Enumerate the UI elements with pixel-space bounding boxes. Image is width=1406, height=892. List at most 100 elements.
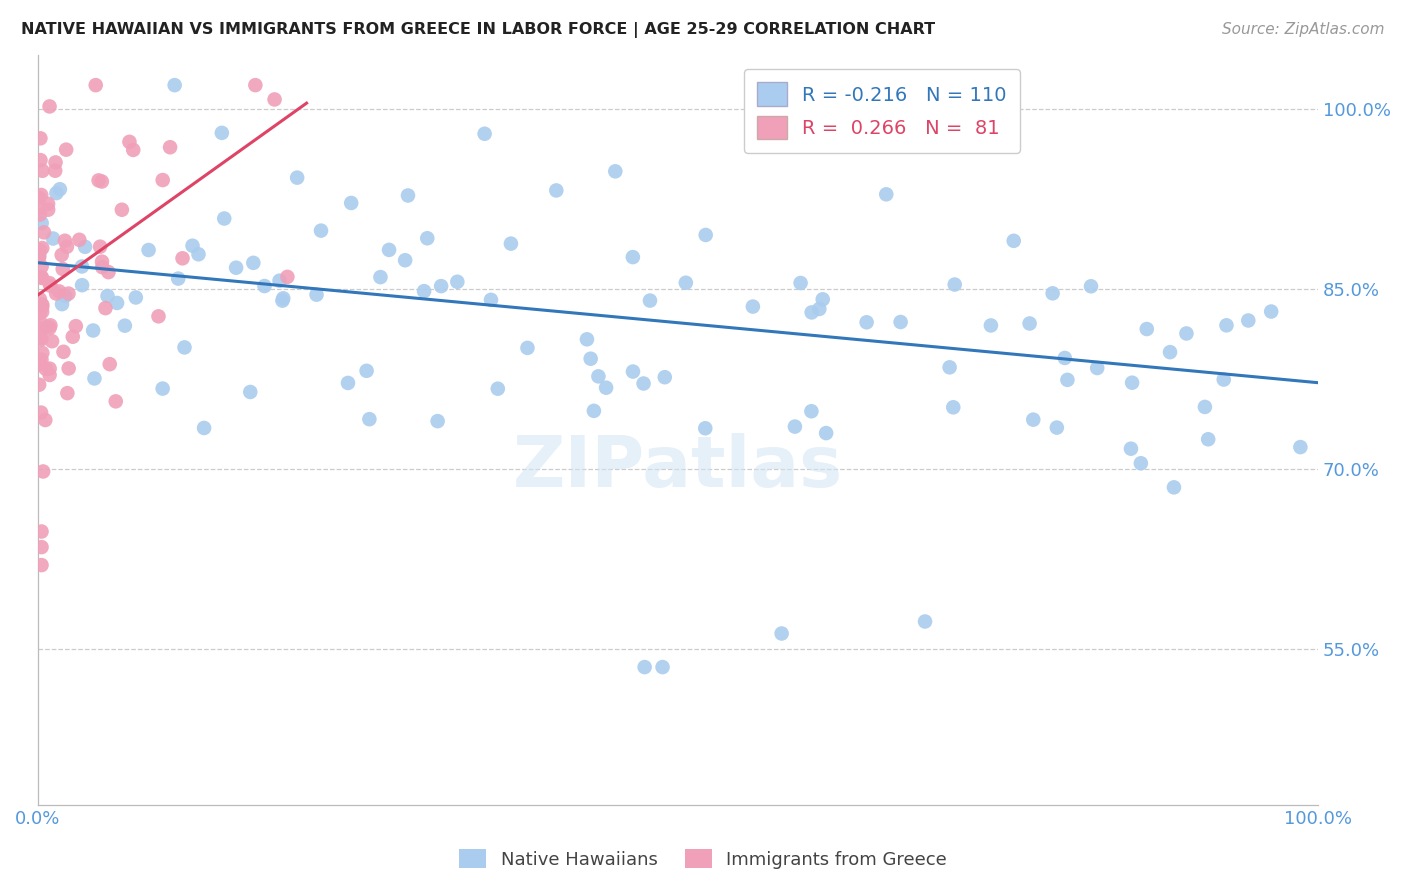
Point	[31, 241, 53, 255]
Point	[56, 386, 79, 401]
Point	[30, 321, 52, 335]
Point	[1129, 456, 1152, 470]
Point	[55, 143, 77, 157]
Point	[28, 250, 51, 264]
Point	[695, 227, 717, 242]
Point	[65, 319, 87, 334]
Point	[32, 465, 55, 479]
Point	[28, 292, 51, 306]
Point	[486, 382, 509, 396]
Point	[83, 371, 105, 385]
Point	[305, 287, 328, 301]
Point	[336, 376, 359, 390]
Point	[575, 332, 598, 346]
Point	[125, 290, 148, 304]
Point	[446, 275, 468, 289]
Point	[52, 344, 75, 359]
Point	[28, 354, 51, 368]
Point	[633, 660, 655, 674]
Point	[97, 265, 120, 279]
Point	[39, 278, 62, 293]
Point	[595, 381, 617, 395]
Point	[426, 414, 449, 428]
Point	[28, 377, 51, 392]
Point	[91, 254, 114, 268]
Point	[582, 404, 605, 418]
Point	[94, 301, 117, 315]
Point	[638, 293, 661, 308]
Point	[122, 143, 145, 157]
Point	[1022, 412, 1045, 426]
Point	[52, 262, 75, 277]
Point	[51, 248, 73, 262]
Point	[41, 334, 63, 349]
Point	[30, 406, 52, 420]
Point	[90, 174, 112, 188]
Point	[38, 321, 60, 335]
Point	[890, 315, 912, 329]
Point	[1212, 373, 1234, 387]
Point	[98, 357, 121, 371]
Point	[70, 278, 93, 293]
Point	[516, 341, 538, 355]
Point	[44, 155, 66, 169]
Point	[340, 196, 363, 211]
Point	[28, 358, 51, 372]
Point	[356, 364, 378, 378]
Point	[28, 191, 51, 205]
Point	[31, 301, 53, 315]
Point	[56, 240, 79, 254]
Point	[942, 401, 965, 415]
Point	[271, 293, 294, 308]
Point	[55, 289, 77, 303]
Point	[938, 360, 960, 375]
Point	[30, 153, 52, 168]
Point	[621, 250, 644, 264]
Point	[30, 188, 52, 202]
Point	[413, 284, 436, 298]
Point	[39, 318, 62, 333]
Point	[276, 269, 298, 284]
Point	[1289, 440, 1312, 454]
Point	[70, 260, 93, 274]
Point	[53, 234, 76, 248]
Point	[44, 163, 66, 178]
Point	[579, 351, 602, 366]
Point	[800, 404, 823, 418]
Point	[875, 187, 897, 202]
Point	[104, 394, 127, 409]
Point	[37, 202, 59, 217]
Point	[114, 318, 136, 333]
Point	[32, 225, 55, 239]
Point	[651, 660, 673, 674]
Point	[34, 413, 56, 427]
Point	[239, 384, 262, 399]
Point	[695, 421, 717, 435]
Point	[430, 279, 453, 293]
Point	[943, 277, 966, 292]
Point	[31, 540, 53, 554]
Point	[1018, 317, 1040, 331]
Point	[30, 244, 52, 258]
Point	[118, 135, 141, 149]
Point	[48, 285, 70, 299]
Point	[269, 274, 291, 288]
Point	[394, 253, 416, 268]
Point	[31, 270, 53, 285]
Point	[31, 297, 53, 311]
Point	[31, 524, 53, 539]
Point	[111, 202, 134, 217]
Point	[31, 346, 53, 360]
Point	[225, 260, 247, 275]
Text: NATIVE HAWAIIAN VS IMMIGRANTS FROM GREECE IN LABOR FORCE | AGE 25-29 CORRELATION: NATIVE HAWAIIAN VS IMMIGRANTS FROM GREEC…	[21, 22, 935, 38]
Point	[73, 240, 96, 254]
Point	[45, 186, 67, 200]
Point	[105, 296, 128, 310]
Point	[148, 310, 170, 324]
Point	[741, 300, 763, 314]
Point	[546, 183, 568, 197]
Point	[1237, 313, 1260, 327]
Point	[30, 333, 52, 347]
Point	[1085, 361, 1108, 376]
Point	[1056, 373, 1078, 387]
